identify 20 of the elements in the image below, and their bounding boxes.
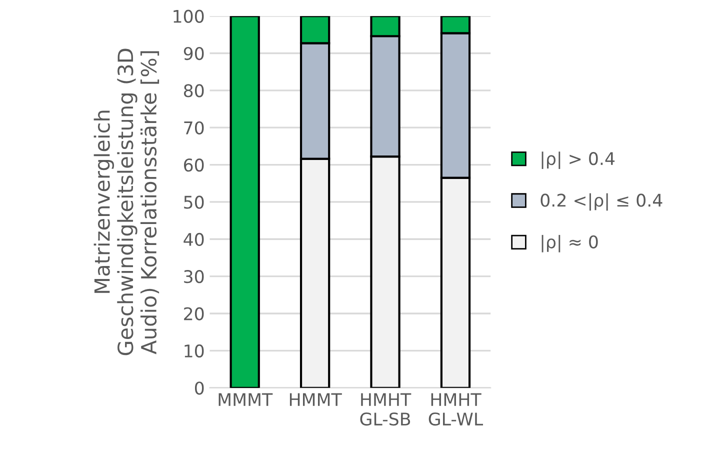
y-tick-label: 20 — [184, 307, 204, 320]
y-tick-label: 90 — [184, 46, 204, 60]
y-tick-label: 30 — [184, 270, 204, 284]
legend-label: |ρ| > 0.4 — [542, 152, 615, 169]
bar — [230, 16, 260, 388]
x-tick-label: HMMT — [290, 393, 342, 406]
y-axis-title: Matrizenvergleich Geschwindigkeitsleistung (3D Audio) Korrelationsstärke [%] — [94, 48, 160, 356]
x-tick-label: MMMT — [218, 393, 273, 406]
legend-label: 0.2 <|ρ| ≤ 0.4 — [540, 193, 662, 211]
y-tick-label: 40 — [184, 232, 204, 246]
y-tick-label: 80 — [184, 84, 204, 98]
y-tick-label: 0 — [194, 382, 204, 395]
y-tick-label: 10 — [184, 344, 204, 358]
x-tick-label: HMHT GL-SB — [360, 393, 412, 426]
x-tick-label: HMHT GL-WL — [428, 393, 484, 426]
y-tick-label: 50 — [184, 196, 204, 209]
legend-label: |ρ| ≈ 0 — [542, 234, 598, 252]
y-tick-label: 70 — [184, 121, 204, 134]
y-tick-label: 60 — [184, 158, 204, 172]
y-tick-label: 100 — [174, 10, 204, 23]
